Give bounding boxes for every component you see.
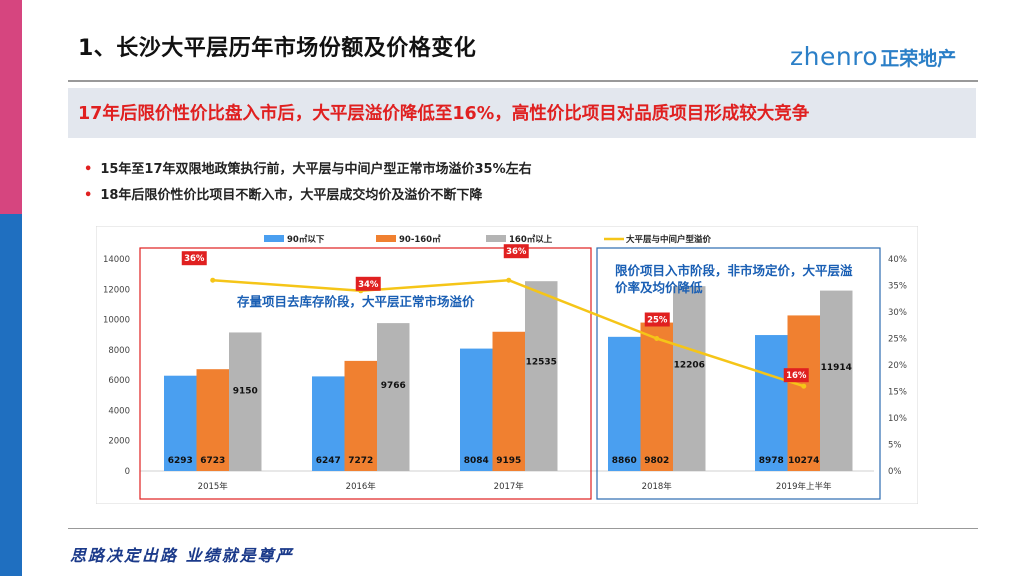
- y-tick-label: 4000: [108, 406, 130, 416]
- bar-value-label: 12535: [526, 358, 557, 368]
- bar-2-3: [673, 286, 706, 471]
- premium-point: [210, 277, 216, 283]
- bullet-dot: •: [84, 162, 93, 177]
- legend-label: 90-160㎡: [399, 234, 441, 245]
- company-logo: zhenro 正荣地产: [790, 42, 956, 72]
- bar-1-1: [344, 360, 377, 471]
- premium-label-box: [181, 251, 207, 266]
- y2-tick-label: 10%: [888, 414, 907, 424]
- y-tick-label: 2000: [108, 437, 130, 447]
- y2-tick-label: 20%: [888, 361, 907, 371]
- bullet-text: 18年后限价性价比项目不断入市，大平层成交均价及溢价不断下降: [100, 188, 483, 203]
- premium-label: 34%: [358, 280, 379, 290]
- bullet-item: • 18年后限价性价比项目不断入市，大平层成交均价及溢价不断下降: [84, 184, 482, 203]
- bar-2-1: [377, 323, 410, 471]
- premium-label-box: [355, 276, 381, 291]
- bar-value-label: 8084: [464, 456, 489, 466]
- bar-2-2: [525, 281, 558, 471]
- top-divider: [68, 80, 978, 82]
- x-tick-label: 2015年: [198, 481, 229, 492]
- y2-tick-label: 0%: [888, 467, 902, 477]
- annotation-line: 价率及均价降低: [615, 280, 703, 295]
- premium-label: 16%: [786, 371, 807, 381]
- legend-swatch: [264, 235, 284, 242]
- bar-0-2: [460, 348, 493, 471]
- side-accent-pink: [0, 0, 22, 214]
- price-chart: 14000 12000 10000 8000 6000 4000 2000 0 40% 35% 30…: [96, 226, 918, 504]
- region-box-stock-phase: [139, 247, 592, 500]
- bar-value-label: 9766: [381, 381, 406, 391]
- bar-1-0: [196, 369, 229, 471]
- bar-value-label: 9802: [644, 456, 669, 466]
- bar-2-4: [820, 290, 853, 471]
- legend-swatch: [486, 235, 506, 242]
- y2-tick-label: 5%: [888, 441, 902, 451]
- side-accent-blue: [0, 214, 22, 576]
- bar-value-label: 11914: [821, 363, 852, 373]
- x-tick-label: 2016年: [346, 481, 377, 492]
- premium-point: [801, 383, 807, 389]
- legend-swatch: [376, 235, 396, 242]
- y-tick-label: 12000: [103, 285, 130, 295]
- y2-tick-label: 35%: [888, 282, 907, 292]
- premium-point: [506, 277, 512, 283]
- legend-label: 90㎡以下: [287, 234, 325, 245]
- bar-1-3: [640, 322, 673, 471]
- y-tick-label: 10000: [103, 316, 130, 326]
- legend-label: 大平层与中间户型溢价: [626, 234, 712, 245]
- bar-2-0: [229, 332, 262, 471]
- premium-label-box: [783, 368, 809, 383]
- bullet-item: • 15年至17年双限地政策执行前，大平层与中间户型正常市场溢价35%左右: [84, 158, 532, 177]
- premium-label: 25%: [647, 316, 668, 326]
- y2-tick-label: 15%: [888, 388, 907, 398]
- page-title: 1、长沙大平层历年市场份额及价格变化: [78, 36, 477, 61]
- bar-value-label: 7272: [348, 456, 373, 466]
- premium-point: [654, 336, 660, 341]
- x-tick-label: 2019年上半年: [776, 481, 832, 492]
- annotation-stock-phase: 存量项目去库存阶段，大平层正常市场溢价: [236, 294, 475, 309]
- bullet-dot: •: [84, 188, 93, 203]
- bar-0-0: [164, 375, 197, 471]
- bar-value-label: 8860: [612, 456, 637, 466]
- bullet-text: 15年至17年双限地政策执行前，大平层与中间户型正常市场溢价35%左右: [100, 162, 532, 177]
- bar-value-label: 6293: [168, 456, 193, 466]
- premium-label-box: [503, 244, 529, 259]
- bar-value-label: 9150: [233, 386, 258, 396]
- premium-label: 36%: [506, 247, 527, 257]
- premium-label: 36%: [184, 254, 205, 264]
- x-tick-label: 2018年: [642, 481, 673, 492]
- bar-0-4: [755, 335, 788, 471]
- bar-value-label: 6247: [316, 456, 341, 466]
- bar-1-4: [787, 315, 820, 471]
- y2-tick-label: 25%: [888, 335, 907, 345]
- banner-text: 17年后限价性价比盘入市后，大平层溢价降低至16%，高性价比项目对品质项目形成较…: [78, 104, 810, 124]
- x-tick-label: 2017年: [494, 481, 525, 492]
- y2-tick-label: 30%: [888, 308, 907, 318]
- bottom-divider: [68, 528, 978, 529]
- bar-value-label: 12206: [674, 360, 705, 370]
- logo-chinese: 正荣地产: [880, 48, 957, 70]
- key-message-banner: 17年后限价性价比盘入市后，大平层溢价降低至16%，高性价比项目对品质项目形成较…: [68, 88, 976, 138]
- y-tick-label: 6000: [108, 376, 130, 386]
- bar-0-1: [312, 376, 345, 471]
- bar-value-label: 8978: [759, 456, 784, 466]
- annotation-line: 限价项目入市阶段，非市场定价，大平层溢: [615, 263, 853, 278]
- bar-value-label: 10274: [788, 456, 819, 466]
- legend-label: 160㎡以上: [509, 234, 553, 245]
- y-tick-label: 14000: [103, 255, 130, 265]
- bar-1-2: [492, 331, 525, 471]
- premium-label-box: [644, 312, 670, 327]
- bar-value-label: 9195: [496, 456, 521, 466]
- annotation-price-limit-phase: 限价项目入市阶段，非市场定价，大平层溢价率及均价降低: [615, 263, 853, 295]
- y-tick-label: 8000: [108, 346, 130, 356]
- y-tick-label: 0: [125, 467, 130, 477]
- footer-slogan: 思路决定出路 业绩就是尊严: [70, 546, 294, 565]
- logo-english: zhenro: [790, 42, 879, 71]
- y2-tick-label: 40%: [888, 255, 907, 265]
- region-box-price-limit-phase: [596, 247, 881, 500]
- bar-value-label: 6723: [200, 456, 225, 466]
- bar-0-3: [608, 336, 641, 471]
